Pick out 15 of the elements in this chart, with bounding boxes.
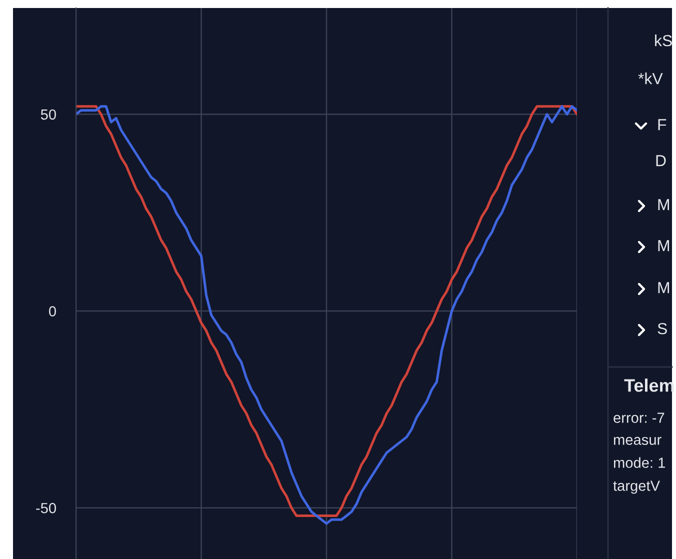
- text: mode: 1: [614, 457, 665, 468]
- y-tick-label: 0: [49, 306, 56, 316]
- text: measur: [614, 436, 662, 445]
- text: *kV: [638, 72, 663, 84]
- text: S: [658, 322, 667, 334]
- text: error: -7: [614, 412, 664, 423]
- text: D: [656, 155, 666, 166]
- text: M: [658, 199, 669, 210]
- text: targetV: [613, 480, 660, 494]
- text: M: [658, 240, 669, 252]
- y-tick-label: -50: [36, 502, 56, 514]
- text: F: [658, 119, 666, 130]
- text: M: [658, 282, 669, 294]
- y-tick-label: 50: [40, 109, 56, 120]
- text: kS: [655, 34, 672, 46]
